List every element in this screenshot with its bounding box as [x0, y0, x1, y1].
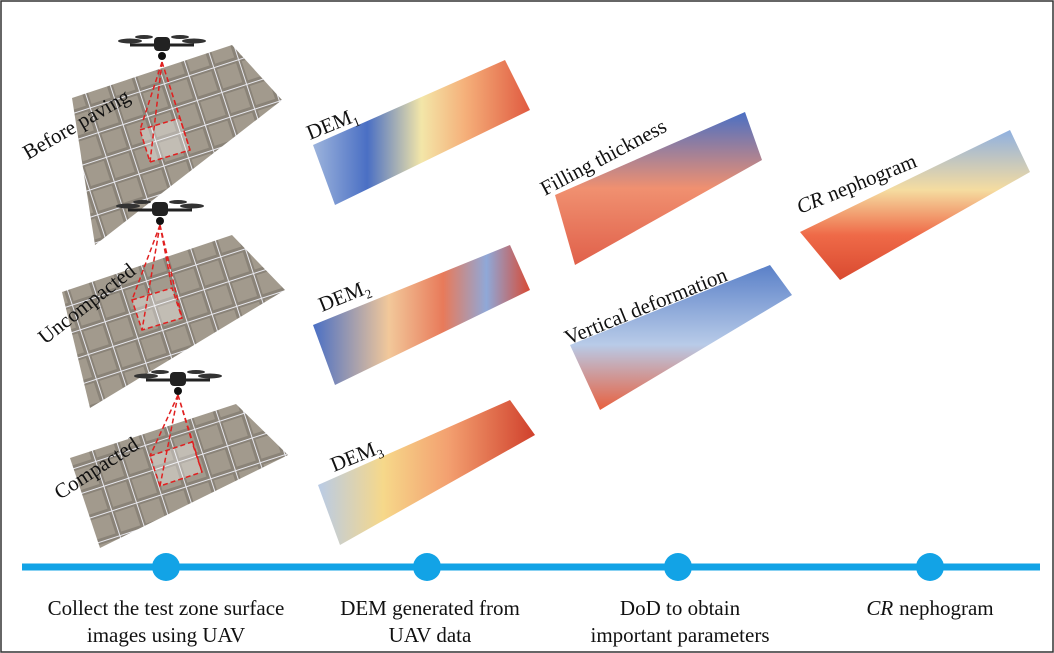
timeline-label: DoD to obtain: [620, 596, 741, 620]
timeline-label: UAV data: [389, 623, 472, 647]
timeline-label: images using UAV: [87, 623, 245, 647]
timeline-label: DEM generated from: [340, 596, 520, 620]
timeline-label: Collect the test zone surface: [48, 596, 285, 620]
timeline-label: important parameters: [590, 623, 769, 647]
diagram: Before paving Uncompacted Compacted DEM1…: [0, 0, 1054, 653]
